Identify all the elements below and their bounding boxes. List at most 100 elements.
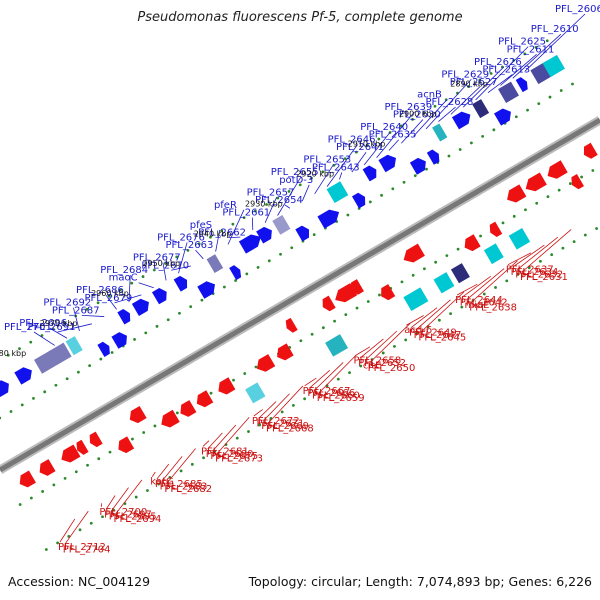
tick-dot <box>312 233 316 237</box>
gene-block <box>272 214 291 235</box>
forward-gene-label: PFL_2654 <box>255 195 303 206</box>
reverse-gene-arrow <box>129 405 147 424</box>
reverse-leader-line <box>202 440 210 447</box>
gene-block <box>433 272 455 294</box>
tick-dot <box>40 334 44 337</box>
forward-leader-line <box>105 294 117 310</box>
tick-dot <box>202 456 205 460</box>
kbp-tick-label: 2980 kbp <box>0 349 26 358</box>
reverse-gene-arrow <box>583 142 598 159</box>
tick-dot <box>276 196 280 200</box>
tick-dot <box>18 347 21 351</box>
forward-gene-label: PFL_2655 <box>271 167 319 178</box>
tick-dot <box>89 521 93 525</box>
reverse-gene-arrow <box>19 470 36 488</box>
tick-dot <box>209 235 212 239</box>
tick-dot <box>411 273 415 277</box>
kbp-tick-label: 2920 kbp <box>296 169 334 178</box>
reverse-gene-label: PFL_2660 <box>312 391 360 402</box>
gene-block <box>508 227 531 250</box>
reverse-gene-arrow <box>89 431 103 448</box>
tick-dot <box>494 286 497 289</box>
tick-dot <box>479 234 482 238</box>
tick-dot <box>168 476 172 479</box>
kbp-tick-label: 2930 kbp <box>245 199 283 208</box>
forward-leader-line <box>376 111 415 158</box>
kbp-tick-label: 2890 kbp <box>450 80 488 89</box>
tick-dot <box>425 167 428 171</box>
reverse-gene-label: PFL_2649 <box>409 328 457 339</box>
reverse-leader-line <box>151 471 156 477</box>
forward-gene-arrow <box>362 165 377 182</box>
forward-gene-label: PFL_2641 <box>336 142 384 153</box>
reverse-gene-label: PFL_2673 <box>215 454 263 465</box>
tick-dot <box>133 338 136 341</box>
reverse-leader-line <box>304 377 317 387</box>
gene-block <box>245 382 266 404</box>
tick-dot <box>333 319 336 323</box>
reverse-gene-label: katG <box>150 477 173 488</box>
tick-dot <box>467 85 471 89</box>
forward-gene-label: acnB <box>417 89 442 100</box>
tick-dot <box>321 170 325 174</box>
forward-leader-line <box>227 209 245 245</box>
tick-dot <box>52 483 56 487</box>
forward-leader-line <box>363 131 391 166</box>
tick-dot <box>423 267 426 271</box>
forward-gene-arrow <box>295 225 310 242</box>
tick-dot <box>422 111 426 115</box>
reverse-gene-label: PFL_2675 <box>210 451 258 462</box>
tick-dot <box>18 503 22 506</box>
reverse-leader-line <box>59 518 76 543</box>
reverse-gene-arrow <box>39 459 56 476</box>
reverse-gene-arrow <box>218 377 236 395</box>
tick-dot <box>0 416 2 420</box>
reverse-gene-label: PFL_2647 <box>414 330 462 341</box>
reverse-leader-line <box>313 362 344 391</box>
gene-block <box>48 342 72 366</box>
reverse-leader-line <box>512 244 545 268</box>
tick-dot <box>63 476 67 480</box>
tick-dot <box>512 214 516 218</box>
tick-dot <box>299 339 303 343</box>
map-title: Pseudomonas fluorescens Pf-5, complete g… <box>137 10 463 25</box>
tick-dot <box>568 182 572 185</box>
tick-dot <box>527 266 531 270</box>
reverse-leader-line <box>216 416 250 454</box>
tick-dot <box>413 174 417 178</box>
tick-dot <box>481 134 485 138</box>
gene-features <box>0 54 598 488</box>
forward-gene-label: PFL_2640 <box>360 122 408 133</box>
reverse-leader-line <box>212 424 237 452</box>
gene-block <box>483 243 504 265</box>
tick-dot <box>400 280 404 284</box>
forward-gene-label: PFL_2627 <box>450 77 498 88</box>
tick-dot <box>153 424 157 428</box>
forward-gene-label: PFL_2653 <box>303 155 351 166</box>
reverse-gene-arrow <box>118 436 135 454</box>
tick-dot <box>445 254 449 258</box>
forward-gene-arrow <box>238 234 261 254</box>
tick-dot <box>65 377 69 381</box>
genome-summary-text: Topology: circular; Length: 7,074,893 bp… <box>248 574 592 589</box>
reverse-gene-label: citE <box>363 360 382 371</box>
forward-gene-arrow <box>515 77 528 93</box>
reverse-leader-line <box>318 354 357 394</box>
forward-leader-line <box>450 86 481 115</box>
genome-backbone <box>0 116 600 474</box>
tick-dot <box>245 272 249 276</box>
tick-dot <box>213 449 217 453</box>
reverse-gene-arrow <box>161 409 180 428</box>
forward-leader-line <box>413 99 448 137</box>
reverse-gene-arrow <box>403 243 425 263</box>
tick-dot <box>197 242 201 246</box>
tick-dot <box>88 364 92 368</box>
forward-leader-line <box>178 242 188 274</box>
forward-gene-label: PFL_2628 <box>426 97 474 108</box>
tick-dot <box>393 345 396 348</box>
forward-gene-label: PFL_2661 <box>222 207 270 218</box>
reverse-leader-line <box>456 283 478 296</box>
reverse-gene-label: PFL_2634 <box>511 267 559 278</box>
forward-gene-label: PFL_2676 <box>157 232 205 243</box>
forward-leader-line <box>57 323 92 333</box>
